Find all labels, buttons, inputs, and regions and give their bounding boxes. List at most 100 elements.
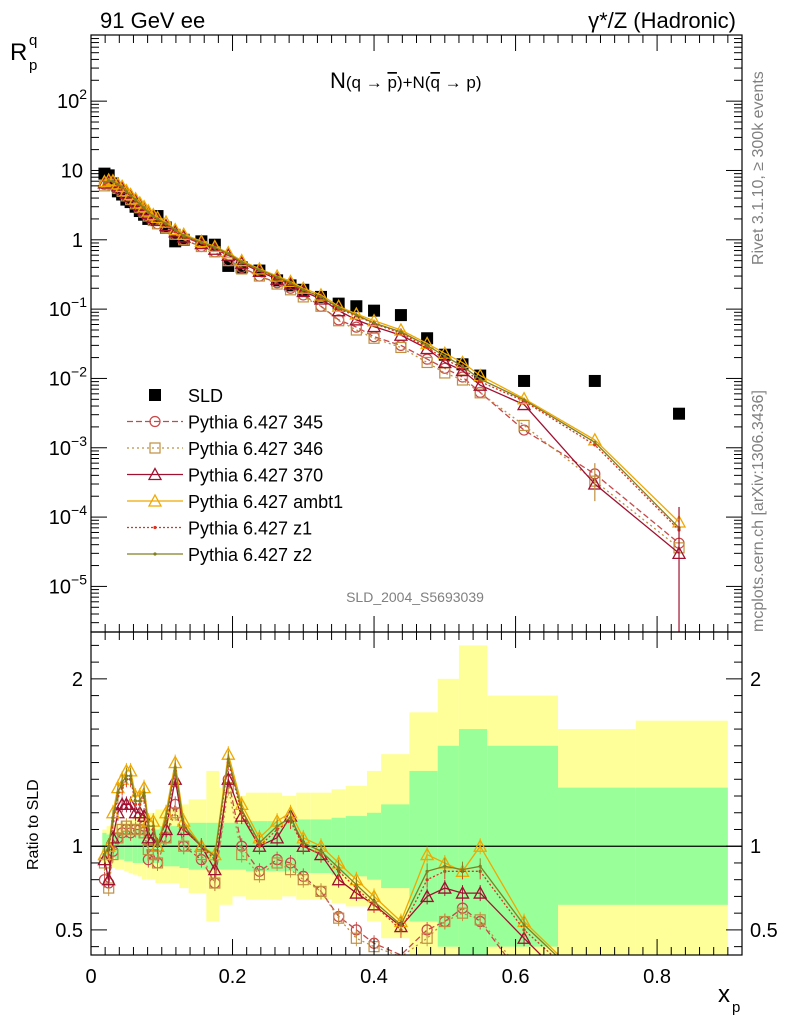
point-z2 — [240, 260, 244, 264]
legend-item-p370: Pythia 6.427 370 — [127, 466, 323, 486]
ratio-point-z2 — [142, 791, 146, 795]
x-label-sub: p — [732, 999, 740, 1016]
ratio-point-z2 — [151, 824, 155, 828]
point-data — [394, 309, 407, 322]
point-z2 — [301, 288, 305, 292]
ytick-base: 1 — [72, 230, 83, 252]
title-p: p) — [466, 73, 481, 92]
series-z2 — [102, 179, 681, 530]
ratio-point-p346 — [439, 915, 451, 928]
point-p346 — [474, 387, 486, 399]
ratio-point-p346 — [456, 907, 469, 919]
ratio-point-z2 — [133, 799, 138, 803]
title-n1: N — [330, 68, 346, 93]
point-z2 — [129, 193, 133, 197]
point-z2 — [522, 398, 526, 402]
ratio-point-z2 — [522, 923, 526, 927]
point-z2 — [337, 306, 341, 310]
ytick-base: 10 — [57, 91, 79, 113]
main-ytick-label: 10−3 — [49, 433, 87, 460]
point-p346 — [518, 419, 530, 432]
ratio-series-p346 — [98, 779, 509, 955]
ratio-ytick-label: 0.5 — [55, 920, 83, 942]
point-z2 — [124, 189, 128, 193]
ratio-xtick-label: 0.2 — [219, 966, 247, 988]
ratio-point-p370 — [473, 885, 488, 899]
ratio-point-p346 — [333, 912, 345, 924]
legend-marker-z1 — [153, 525, 157, 530]
ratio-point-z2 — [257, 841, 262, 845]
main-panel — [97, 167, 687, 632]
point-z2 — [593, 440, 597, 444]
ratio-ytick-label-right: 2 — [750, 669, 761, 691]
main-ytick-label: 1 — [72, 230, 83, 252]
ratio-point-p370 — [420, 889, 435, 903]
header-right: γ*/Z (Hadronic) — [588, 8, 736, 33]
ratio-point-z2 — [425, 869, 429, 873]
title-pbar: p — [387, 73, 396, 92]
ratio-point-z2 — [226, 757, 230, 761]
ytick-base: 10 — [49, 368, 71, 390]
ratio-point-z2 — [354, 883, 358, 887]
point-z2 — [107, 179, 111, 183]
ratio-point-z1 — [425, 878, 429, 882]
ratio-point-p370 — [123, 797, 138, 811]
title-q1: (q — [346, 73, 361, 92]
ratio-point-z2 — [213, 854, 217, 858]
ratio-xtick-label: 0 — [85, 966, 96, 988]
point-z1 — [478, 380, 482, 384]
ratio-point-z2 — [460, 868, 465, 872]
ratio-point-p346 — [297, 874, 309, 886]
x-label-main: x — [718, 981, 730, 1008]
ratio-point-ambt1 — [473, 838, 488, 852]
ratio-point-p370 — [270, 830, 285, 844]
point-p370 — [331, 303, 346, 317]
ratio-line-p346 — [103, 787, 509, 955]
ratio-ytick-label: 1 — [72, 836, 83, 858]
ratio-point-z2 — [146, 824, 150, 828]
ratio-ytick-label: 2 — [72, 669, 83, 691]
ratio-point-z2 — [116, 791, 120, 795]
series-data — [98, 167, 686, 420]
ratio-point-z2 — [478, 864, 482, 868]
legend-marker-data — [149, 389, 161, 401]
point-z2 — [226, 252, 230, 256]
point-z2 — [425, 343, 429, 347]
main-ytick-label: 10−2 — [49, 363, 87, 390]
ratio-point-p346 — [271, 857, 283, 869]
ratio-point-z2 — [120, 781, 124, 785]
main-title: N(q → p)+N(q → p) — [330, 68, 482, 93]
header-left: 91 GeV ee — [100, 8, 205, 33]
ratio-point-z2 — [399, 923, 403, 927]
main-y-label: R q p — [10, 32, 37, 74]
ytick-base: 10 — [61, 160, 83, 182]
point-z2 — [372, 321, 376, 325]
legend-marker-p345 — [149, 415, 161, 428]
legend-marker-p346 — [149, 442, 161, 454]
point-z2 — [102, 180, 107, 185]
point-data — [350, 300, 363, 313]
point-z2 — [399, 330, 403, 334]
ratio-point-z2 — [124, 774, 128, 778]
legend-label-p345: Pythia 6.427 345 — [188, 413, 323, 433]
ratio-point-p346 — [236, 848, 248, 861]
legend-label-z1: Pythia 6.427 z1 — [188, 519, 312, 539]
legend-item-data: SLD — [149, 386, 223, 406]
legend: SLD Pythia 6.427 345 Pythia 6.427 346 Pythi… — [127, 386, 343, 565]
ratio-point-z2 — [319, 849, 323, 853]
point-ambt1 — [313, 287, 329, 301]
main-ytick-label: 10−1 — [49, 294, 87, 321]
legend-label-p370: Pythia 6.427 370 — [188, 466, 323, 486]
ratio-point-z2 — [102, 852, 107, 857]
ratio-ytick-label-right: 1 — [750, 836, 761, 858]
point-z2 — [146, 210, 150, 214]
legend-label-ambt1: Pythia 6.427 ambt1 — [188, 492, 343, 512]
title-arrow1: → — [361, 73, 387, 92]
ytick-exp: −5 — [71, 571, 87, 587]
ratio-point-p346 — [209, 877, 221, 889]
point-z2 — [151, 214, 155, 218]
point-z2 — [133, 198, 138, 202]
ytick-exp: −3 — [71, 433, 87, 449]
point-z2 — [288, 281, 293, 285]
point-p370 — [473, 377, 488, 391]
